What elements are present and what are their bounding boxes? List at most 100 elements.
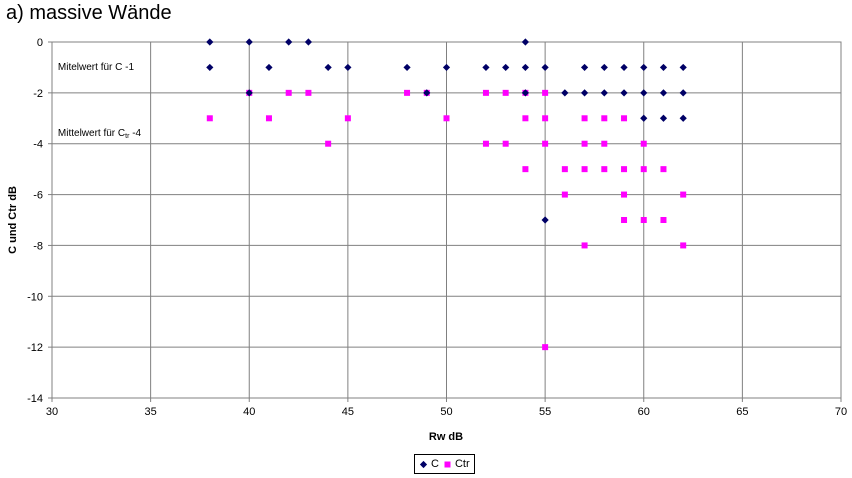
grid-layer: [48, 41, 842, 402]
point-ctr: [660, 217, 667, 223]
point-c: [659, 114, 668, 122]
point-ctr: [502, 140, 509, 147]
x-axis-title: Rw dB: [429, 431, 463, 443]
point-ctr: [325, 140, 332, 147]
y-tick-label: -10: [27, 291, 43, 303]
point-c: [442, 63, 451, 72]
point-c: [521, 38, 529, 46]
point-c: [245, 38, 253, 46]
point-ctr: [640, 140, 647, 147]
point-ctr: [206, 115, 213, 122]
y-tick-label: -12: [27, 342, 43, 354]
point-c: [679, 89, 687, 97]
y-tick-label: 0: [37, 37, 43, 49]
point-ctr: [601, 166, 608, 173]
point-ctr: [542, 89, 549, 96]
legend: C Ctr: [414, 454, 475, 474]
legend-item-c: C: [419, 458, 439, 470]
legend-symbol: [444, 461, 451, 467]
point-ctr: [680, 242, 687, 249]
point-ctr: [542, 115, 549, 122]
x-tick-label: 40: [243, 406, 255, 418]
point-ctr: [265, 115, 272, 122]
point-c: [600, 63, 608, 72]
point-c: [403, 63, 411, 72]
series-c: [206, 38, 687, 224]
y-tick-label: -6: [33, 190, 43, 202]
point-ctr: [621, 115, 628, 122]
x-tick-label: 60: [638, 406, 650, 418]
point-ctr: [502, 89, 509, 96]
point-ctr: [482, 140, 489, 147]
x-tick-label: 45: [342, 406, 354, 418]
point-ctr: [404, 89, 411, 96]
point-c: [324, 63, 332, 72]
point-c: [206, 38, 214, 46]
point-ctr: [581, 242, 588, 249]
point-ctr: [621, 217, 628, 223]
series-ctr: [206, 89, 687, 351]
point-ctr: [344, 115, 351, 122]
point-ctr: [482, 89, 489, 96]
point-c: [659, 89, 668, 97]
y-tick-label: -2: [33, 88, 43, 100]
point-c: [245, 89, 253, 97]
y-axis-title: C und Ctr dB: [7, 186, 19, 254]
x-tick-label: 50: [440, 406, 452, 418]
point-c: [620, 63, 628, 72]
annotation-2: Mittelwert für Ctr -4: [58, 128, 142, 140]
point-c: [640, 89, 648, 97]
annotation-1: Mitelwert für C -1: [58, 62, 135, 73]
point-c: [265, 63, 273, 72]
point-ctr: [680, 191, 687, 198]
point-ctr: [561, 166, 568, 173]
x-tick-label: 30: [46, 406, 58, 418]
point-ctr: [542, 140, 549, 147]
x-tick-label: 35: [145, 406, 157, 418]
point-c: [679, 63, 687, 72]
point-c: [285, 38, 293, 46]
point-ctr: [581, 115, 588, 122]
point-ctr: [522, 115, 529, 122]
point-c: [659, 63, 668, 72]
point-c: [304, 38, 313, 46]
point-ctr: [443, 115, 450, 122]
point-c: [521, 89, 529, 97]
point-c: [502, 63, 510, 72]
y-tick-label: -8: [33, 240, 43, 252]
y-tick-label: -4: [33, 139, 43, 151]
point-c: [580, 89, 589, 97]
point-c: [580, 63, 589, 72]
point-c: [206, 63, 214, 72]
point-c: [561, 89, 569, 97]
legend-symbol: [419, 460, 428, 468]
point-ctr: [305, 89, 312, 96]
legend-marker-c: [419, 460, 428, 468]
point-ctr: [660, 166, 667, 173]
point-ctr: [581, 166, 588, 173]
legend-item-ctr: Ctr: [443, 458, 470, 470]
point-c: [679, 114, 687, 122]
plot-area-frame: [51, 41, 842, 399]
point-c: [541, 63, 549, 72]
data-points: [206, 38, 687, 351]
legend-label: C: [431, 458, 439, 470]
point-ctr: [542, 344, 549, 351]
point-c: [521, 63, 529, 72]
point-c: [600, 89, 608, 97]
x-tick-label: 65: [736, 406, 748, 418]
chart-title: a) massive Wände: [6, 2, 172, 24]
x-tick-label: 55: [539, 406, 551, 418]
legend-label: Ctr: [454, 458, 470, 470]
point-c: [640, 63, 648, 72]
x-tick-label: 70: [835, 406, 847, 418]
point-ctr: [621, 166, 628, 173]
annotations: Mitelwert für C -1 Mittelwert für Ctr -4: [58, 62, 142, 140]
point-ctr: [640, 166, 647, 173]
legend-marker-ctr: [444, 461, 451, 467]
point-c: [640, 114, 648, 122]
point-ctr: [640, 217, 647, 223]
tick-labels: 30 35 40 45 50 55 60 65 70 0 -2 -4 -6 -8 -10 -12 -14: [27, 37, 847, 418]
y-tick-label: -14: [27, 393, 43, 405]
